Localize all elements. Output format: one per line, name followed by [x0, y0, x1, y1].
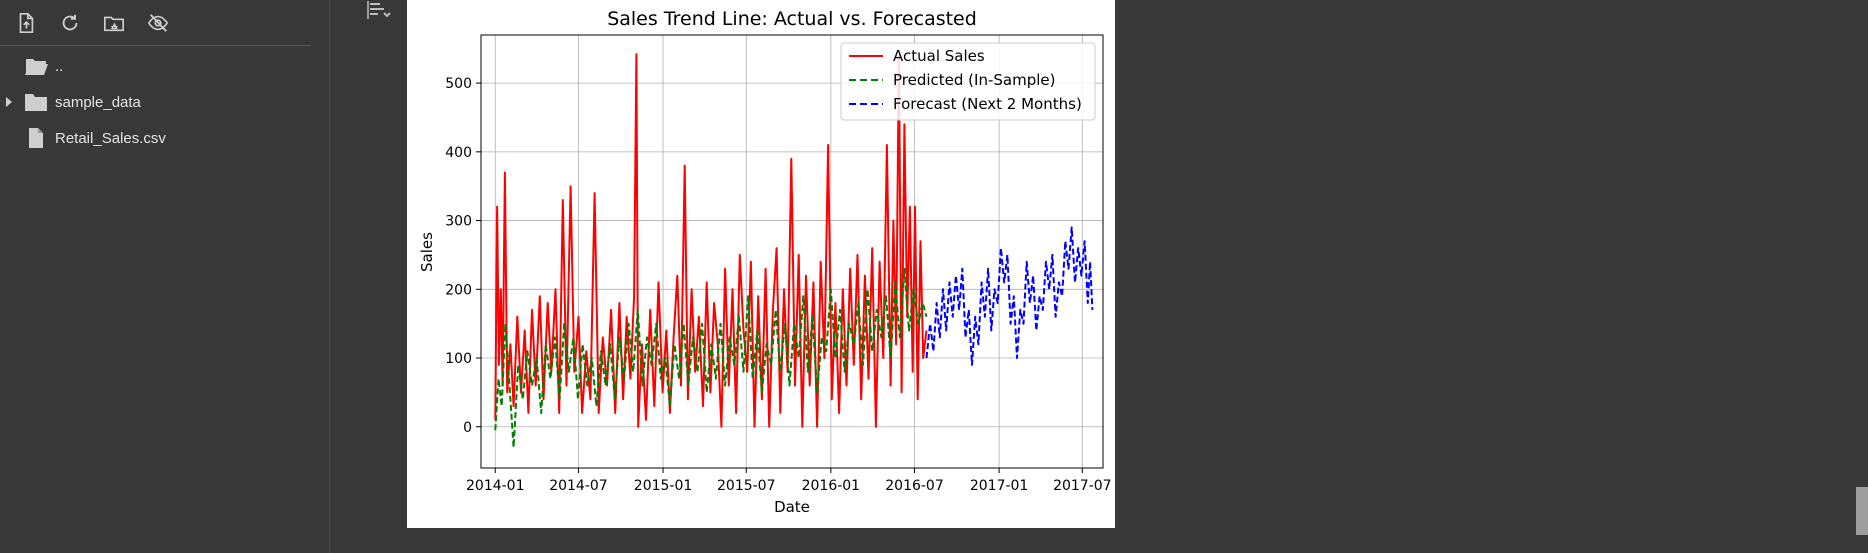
legend-label-forecast: Forecast (Next 2 Months): [893, 95, 1082, 113]
x-tick-label: 2014-07: [549, 478, 608, 494]
file-browser-panel: .. sample_data Retail_Sales.csv: [0, 0, 330, 553]
chart-legend: Actual Sales Predicted (In-Sample) Forec…: [840, 42, 1096, 121]
tree-item-retail-sales-csv[interactable]: Retail_Sales.csv: [0, 120, 311, 156]
folder-open-icon: [25, 59, 48, 75]
refresh-button[interactable]: [56, 9, 84, 37]
folder-icon: [25, 94, 47, 111]
y-axis-ticks: 0 100 200 300 400 500: [445, 76, 481, 436]
notebook-main-area: [331, 0, 1868, 553]
legend-label-predicted: Predicted (In-Sample): [893, 71, 1055, 89]
mount-drive-icon: [104, 16, 124, 31]
legend-label-actual: Actual Sales: [893, 47, 985, 65]
x-tick-label: 2017-01: [970, 478, 1029, 494]
y-tick-label: 500: [445, 76, 472, 92]
y-axis-label: Sales: [418, 232, 436, 272]
tree-item-parent-folder[interactable]: ..: [0, 48, 311, 84]
tree-item-label: sample_data: [55, 93, 141, 111]
file-icon: [29, 128, 43, 148]
mount-drive-button[interactable]: [100, 9, 128, 37]
hide-files-icon: [147, 13, 169, 32]
x-axis-label: Date: [774, 498, 810, 516]
upload-file-icon: [19, 12, 34, 33]
tree-item-label: Retail_Sales.csv: [55, 129, 166, 147]
y-tick-label: 100: [445, 351, 472, 367]
chart-output: 2014-01 2014-07 2015-01 2015-07 2016-01 2016-…: [407, 0, 1115, 528]
y-tick-label: 300: [445, 214, 472, 230]
refresh-icon: [62, 14, 78, 30]
sales-trend-chart: 2014-01 2014-07 2015-01 2015-07 2016-01 2016-…: [407, 0, 1115, 528]
file-browser-toolbar: [0, 0, 311, 46]
chart-series-layer: [494, 53, 1094, 449]
upload-file-button[interactable]: [12, 9, 40, 37]
series-line-forecast-next-2-months: [925, 226, 1094, 366]
caret-right-icon[interactable]: [4, 95, 14, 109]
chart-title: Sales Trend Line: Actual vs. Forecasted: [607, 8, 977, 30]
tree-item-sample-data[interactable]: sample_data: [0, 84, 311, 120]
axes-frame: [480, 34, 1104, 469]
vertical-scrollbar-thumb[interactable]: [1856, 487, 1868, 535]
y-tick-label: 200: [445, 282, 472, 298]
x-tick-label: 2015-01: [634, 478, 693, 494]
output-actions-icon[interactable]: [367, 0, 393, 22]
series-line-actual-sales: [494, 53, 928, 428]
x-tick-label: 2014-01: [466, 478, 525, 494]
x-axis-ticks: 2014-01 2014-07 2015-01 2015-07 2016-01 2016-…: [466, 468, 1112, 494]
legend-frame: [840, 42, 1096, 121]
hide-files-button[interactable]: [144, 9, 172, 37]
x-tick-label: 2017-07: [1053, 478, 1112, 494]
x-tick-label: 2016-07: [885, 478, 944, 494]
y-tick-label: 0: [463, 420, 472, 436]
tree-item-label: ..: [55, 57, 64, 75]
series-line-predicted-in-sample: [494, 267, 928, 449]
file-tree: .. sample_data Retail_Sales.csv: [0, 48, 311, 156]
x-tick-label: 2015-07: [717, 478, 776, 494]
x-tick-label: 2016-01: [802, 478, 861, 494]
y-tick-label: 400: [445, 145, 472, 161]
